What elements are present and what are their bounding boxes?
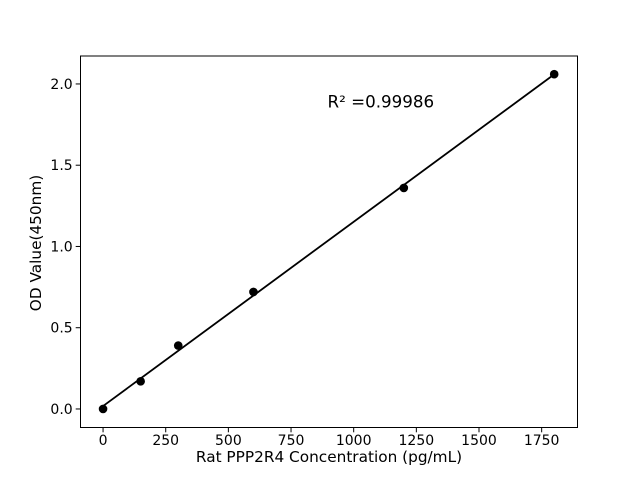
fit-line bbox=[102, 73, 556, 407]
x-tick-label: 1750 bbox=[524, 433, 560, 449]
data-point bbox=[136, 377, 145, 386]
data-point bbox=[399, 183, 409, 193]
x-axis-label: Rat PPP2R4 Concentration (pg/mL) bbox=[196, 448, 462, 466]
y-tick-label: 0.5 bbox=[50, 321, 72, 337]
x-tick-label: 250 bbox=[152, 433, 179, 449]
x-tick-label: 0 bbox=[99, 433, 108, 449]
r-squared-annotation: R² =0.99986 bbox=[328, 92, 435, 112]
x-tick-label: 1500 bbox=[461, 433, 497, 449]
x-tick-label: 500 bbox=[215, 433, 242, 449]
plot-frame bbox=[80, 55, 578, 428]
x-tick-label: 1250 bbox=[399, 433, 435, 449]
y-axis-label: OD Value(450nm) bbox=[27, 175, 45, 311]
y-tick-label: 0.0 bbox=[50, 402, 72, 418]
y-tick-label: 2.0 bbox=[50, 77, 72, 93]
data-series bbox=[98, 69, 559, 414]
y-axis-ticks: 0.0 0.5 1.0 1.5 2.0 bbox=[50, 77, 81, 418]
y-tick-label: 1.5 bbox=[50, 158, 72, 174]
data-point bbox=[173, 341, 183, 350]
data-point bbox=[249, 287, 258, 297]
data-point bbox=[98, 404, 108, 414]
data-point bbox=[549, 69, 559, 79]
x-axis-ticks: 0 250 500 750 1000 1250 1500 1750 bbox=[99, 427, 560, 449]
x-tick-label: 1000 bbox=[336, 433, 372, 449]
y-tick-label: 1.0 bbox=[50, 239, 72, 255]
x-tick-label: 750 bbox=[278, 433, 305, 449]
